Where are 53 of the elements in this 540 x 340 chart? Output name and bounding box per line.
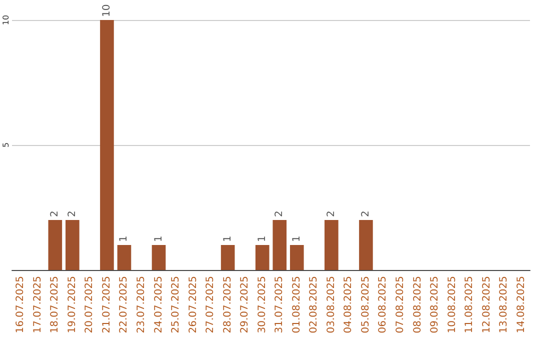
x-tick-label: 31.07.2025: [274, 276, 286, 334]
x-tick-label: 20.07.2025: [84, 276, 96, 334]
x-tick-label: 03.08.2025: [326, 276, 337, 334]
x-tick-label: 06.08.2025: [378, 276, 389, 334]
bar: [255, 245, 270, 270]
data-label: 1: [291, 236, 302, 242]
x-tick-label: 11.08.2025: [464, 276, 476, 334]
data-label: 2: [326, 210, 337, 217]
bar: [220, 245, 235, 270]
x-tick-label: 12.08.2025: [481, 276, 492, 334]
data-label: 10: [101, 4, 112, 17]
data-label: 1: [118, 236, 130, 242]
x-tick-label: 27.07.2025: [205, 276, 216, 334]
bar: [324, 220, 338, 270]
data-label: 2: [50, 210, 61, 217]
x-tick-label: 26.07.2025: [188, 276, 199, 334]
data-label: 1: [153, 236, 164, 242]
bar: [290, 245, 304, 270]
x-tick-label: 22.07.2025: [118, 276, 130, 334]
x-tick-label: 01.08.2025: [291, 276, 302, 334]
x-tick-label: 13.08.2025: [498, 276, 510, 334]
bar: [48, 220, 62, 270]
x-tick-label: 24.07.2025: [153, 276, 164, 334]
data-label: 2: [360, 210, 372, 217]
x-tick-label: 29.07.2025: [240, 276, 251, 334]
x-tick-label: 21.07.2025: [101, 276, 112, 334]
x-tick-label: 28.07.2025: [222, 276, 234, 334]
data-label: 1: [256, 236, 268, 242]
x-tick-label: 23.07.2025: [136, 276, 147, 334]
x-tick-label: 17.07.2025: [32, 276, 44, 334]
x-tick-label: 19.07.2025: [66, 276, 78, 334]
data-label: 1: [222, 236, 234, 242]
bar: [359, 220, 373, 270]
x-tick-label: 05.08.2025: [360, 276, 372, 334]
x-tick-label: 04.08.2025: [343, 276, 354, 334]
x-tick-label: 30.07.2025: [256, 276, 268, 334]
x-tick-label: 14.08.2025: [516, 276, 527, 334]
x-tick-label: 08.08.2025: [412, 276, 424, 334]
bar: [66, 220, 80, 270]
bar: [100, 20, 114, 270]
bar: [272, 220, 287, 270]
bar: [152, 245, 166, 270]
x-tick-label: 25.07.2025: [170, 276, 182, 334]
x-tick-label: 09.08.2025: [430, 276, 441, 334]
x-tick-label: 16.07.2025: [15, 276, 26, 334]
data-label: 2: [274, 210, 286, 217]
x-tick-label: 10.08.2025: [446, 276, 458, 334]
bar: [117, 245, 132, 270]
x-tick-label: 18.07.2025: [50, 276, 61, 334]
y-tick-label: 5: [2, 142, 10, 148]
data-label: 2: [66, 210, 78, 217]
x-tick-label: 02.08.2025: [308, 276, 320, 334]
x-tick-label: 07.08.2025: [395, 276, 406, 334]
